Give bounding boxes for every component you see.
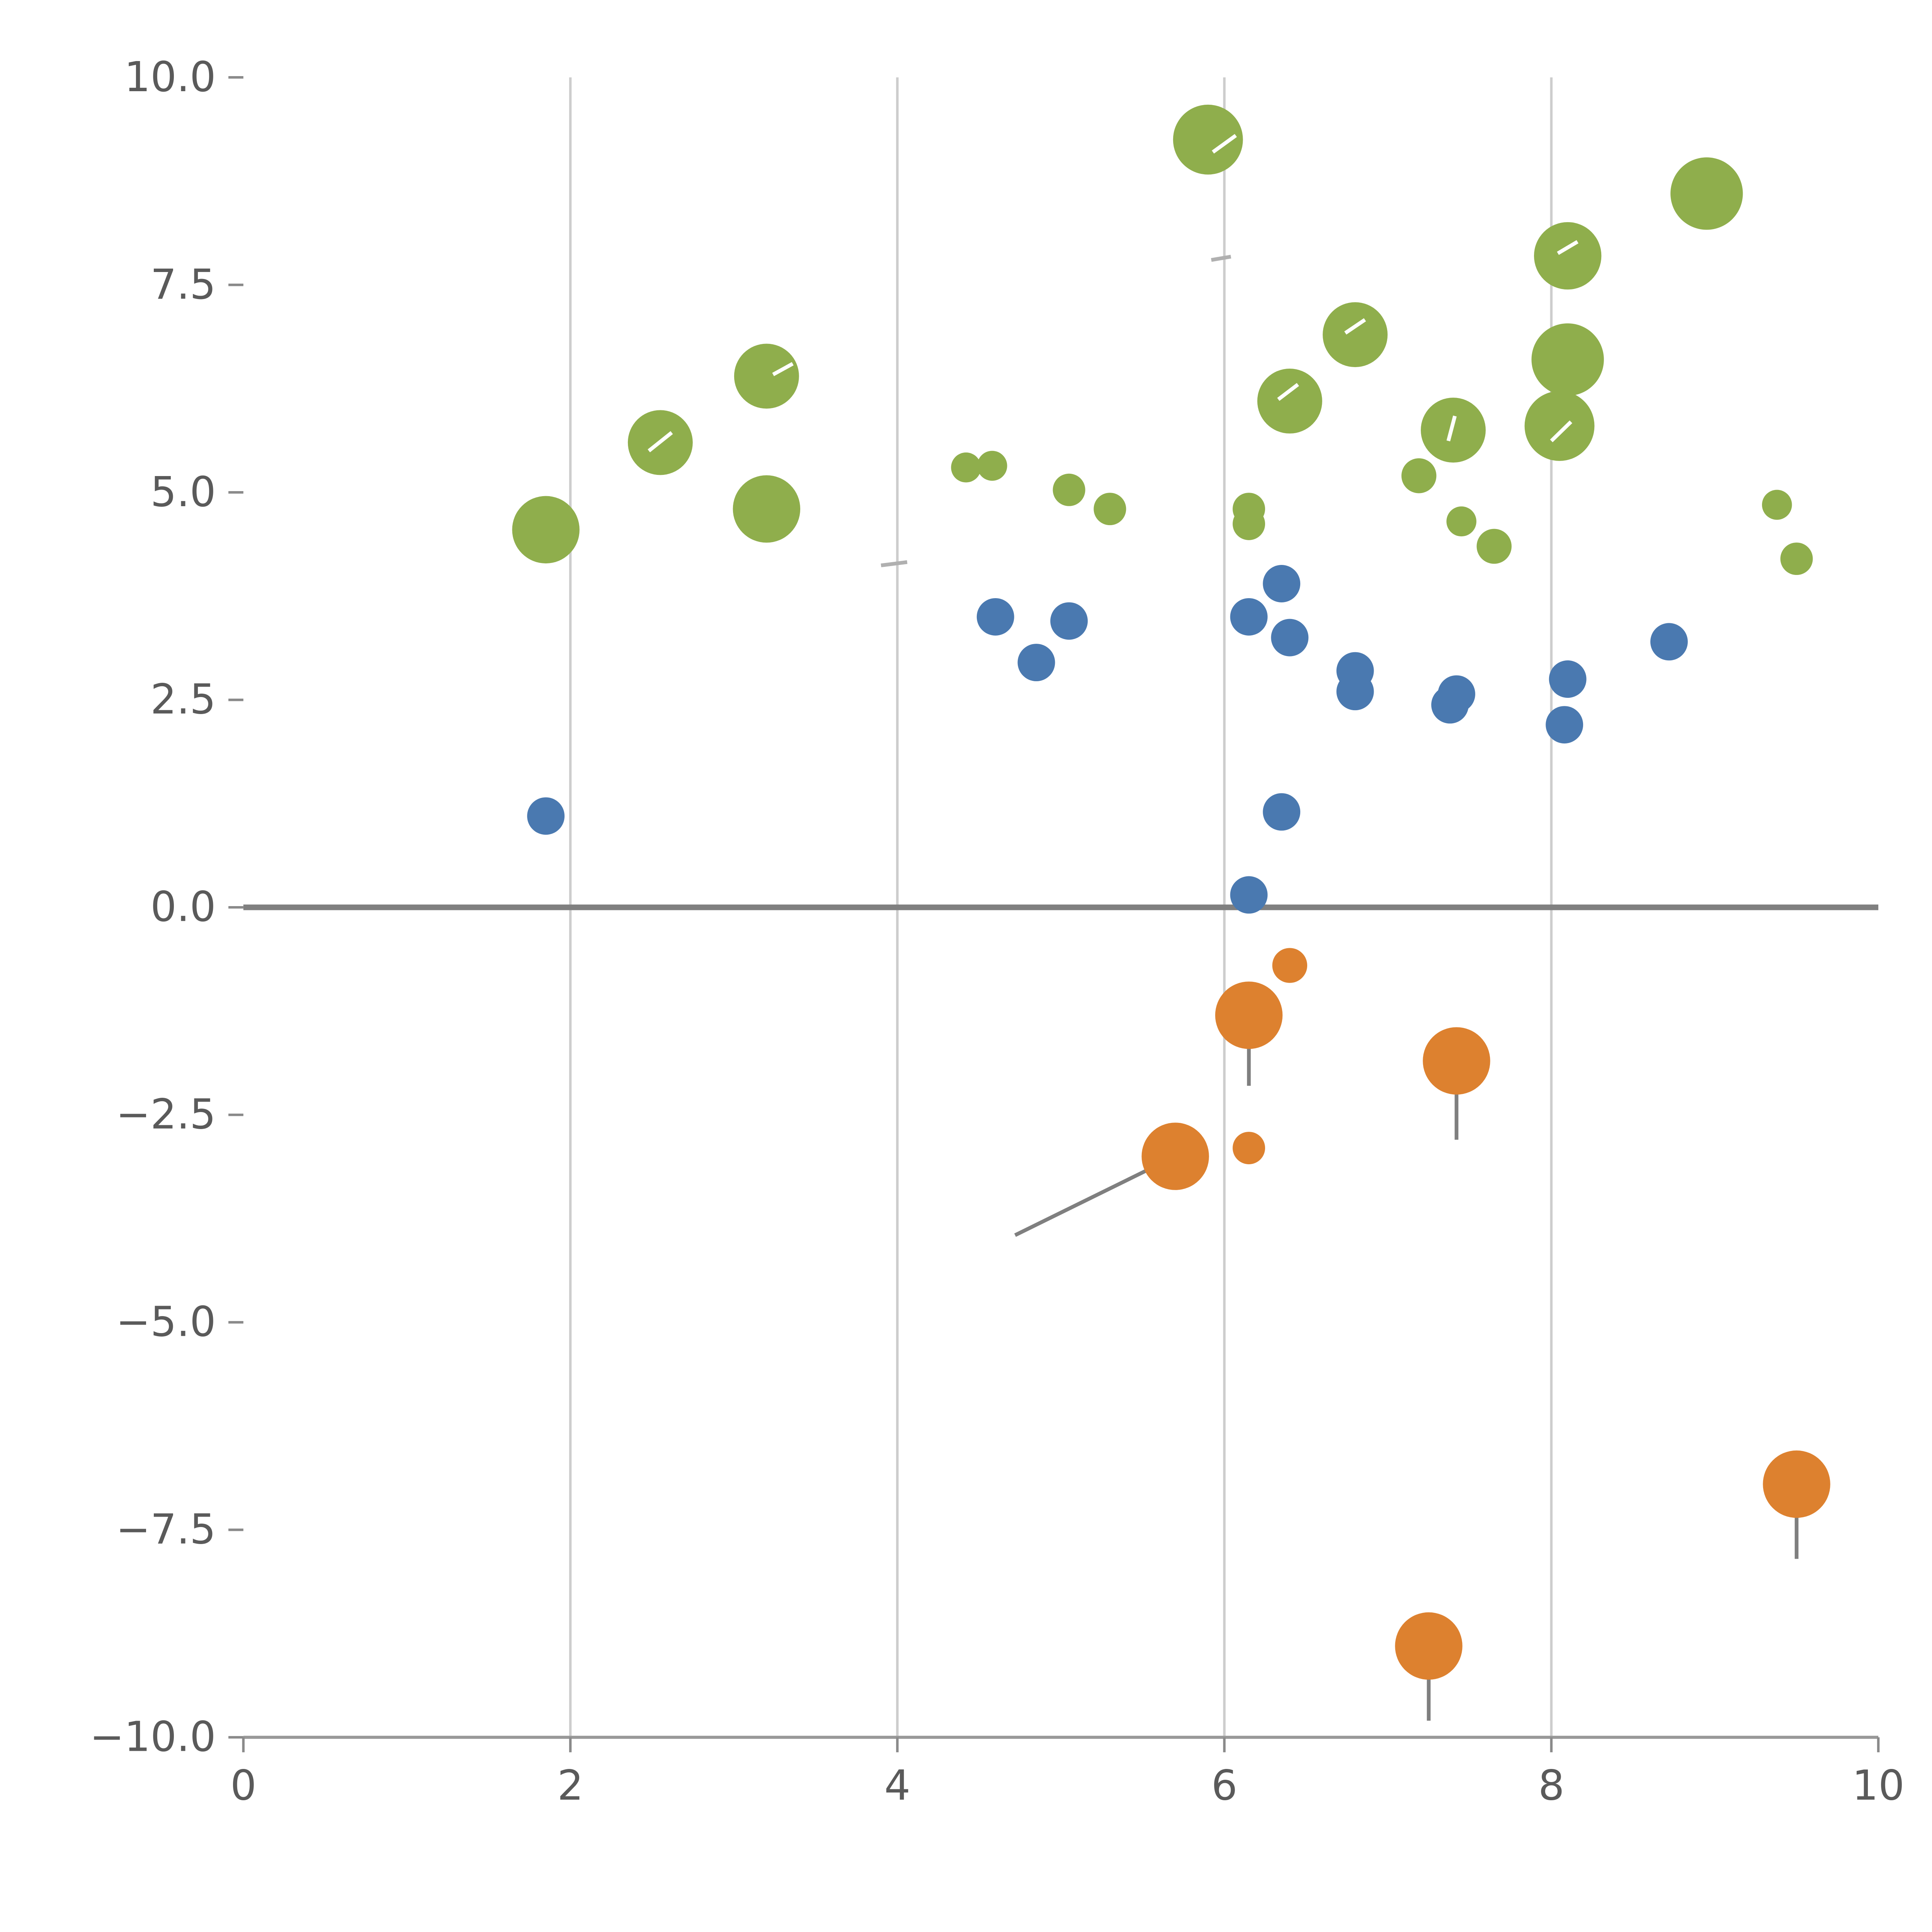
bubble-green-bubbles (512, 496, 580, 564)
bubble-green-bubbles (1053, 473, 1085, 506)
x-tick-label: 10 (1852, 1762, 1905, 1810)
y-tick-label: 5.0 (150, 468, 216, 516)
y-tick-label: 10.0 (124, 53, 216, 101)
white-tick (1557, 240, 1579, 255)
white-tick (1344, 318, 1366, 335)
white-tick (1212, 134, 1237, 154)
bubble-blue-dots (1263, 565, 1301, 602)
white-tick (1550, 420, 1573, 442)
bubble-blue-dots (1263, 793, 1301, 831)
bubble-orange-bubbles (1395, 1612, 1463, 1680)
bubble-blue-dots (1050, 602, 1088, 640)
y-tick-label: 2.5 (150, 676, 216, 724)
white-tick (648, 431, 673, 452)
bubble-blue-dots (1017, 644, 1055, 682)
bubble-green-bubbles (1524, 391, 1595, 461)
white-tick (1446, 415, 1457, 442)
white-tick (1277, 383, 1299, 401)
bubble-green-bubbles (1446, 506, 1476, 537)
bubble-blue-dots (1230, 598, 1268, 636)
y-tick-label: −5.0 (116, 1298, 216, 1346)
bubble-orange-bubbles (1763, 1450, 1830, 1518)
bubble-blue-dots (1546, 706, 1583, 744)
x-tick-label: 4 (884, 1762, 910, 1810)
bubble-green-bubbles (1257, 368, 1322, 434)
bubble-green-bubbles (1233, 507, 1265, 540)
gray-dash (1211, 255, 1231, 262)
bubble-green-bubbles (1762, 490, 1792, 520)
x-tick-label: 2 (557, 1762, 583, 1810)
bubble-green-bubbles (1531, 323, 1604, 396)
bubble-blue-dots (1431, 686, 1469, 724)
bubble-green-bubbles (1094, 493, 1126, 526)
bubble-blue-dots (976, 598, 1014, 636)
gray-dash (881, 560, 908, 568)
bubble-green-bubbles (733, 475, 801, 543)
bubble-blue-dots (1271, 619, 1309, 656)
bubble-orange-bubbles (1215, 981, 1283, 1049)
x-tick-label: 8 (1538, 1762, 1565, 1810)
x-tick-label: 6 (1211, 1762, 1238, 1810)
bubble-orange-bubbles (1141, 1122, 1209, 1190)
bubble-green-bubbles (1401, 458, 1437, 493)
bubble-orange-bubbles (1233, 1132, 1265, 1165)
y-tick-label: −10.0 (90, 1713, 216, 1761)
bubble-green-bubbles (951, 452, 981, 483)
bubble-blue-dots (1549, 660, 1587, 698)
bubble-orange-bubbles (1423, 1027, 1490, 1095)
bubble-green-bubbles (1670, 157, 1743, 230)
bubble-green-bubbles (734, 344, 799, 409)
bubble-green-bubbles (1173, 104, 1243, 175)
y-tick-label: −7.5 (116, 1506, 216, 1554)
bubble-blue-dots (527, 797, 565, 835)
bubble-green-bubbles (1780, 543, 1813, 575)
bubble-green-bubbles (1421, 398, 1486, 463)
white-tick (772, 362, 794, 376)
y-tick-label: 7.5 (150, 261, 216, 309)
bubble-orange-bubbles (1272, 948, 1308, 983)
bubble-green-bubbles (1476, 529, 1512, 564)
y-tick-label: −2.5 (116, 1091, 216, 1139)
bubble-green-bubbles (1323, 302, 1388, 367)
bubble-blue-dots (1650, 623, 1688, 661)
bubble-blue-dots (1230, 876, 1268, 914)
x-tick-label: 0 (230, 1762, 257, 1810)
bubble-green-bubbles (977, 451, 1007, 481)
bubble-green-bubbles (1534, 222, 1602, 290)
y-tick-label: 0.0 (150, 883, 216, 931)
bubble-blue-dots (1336, 673, 1374, 711)
